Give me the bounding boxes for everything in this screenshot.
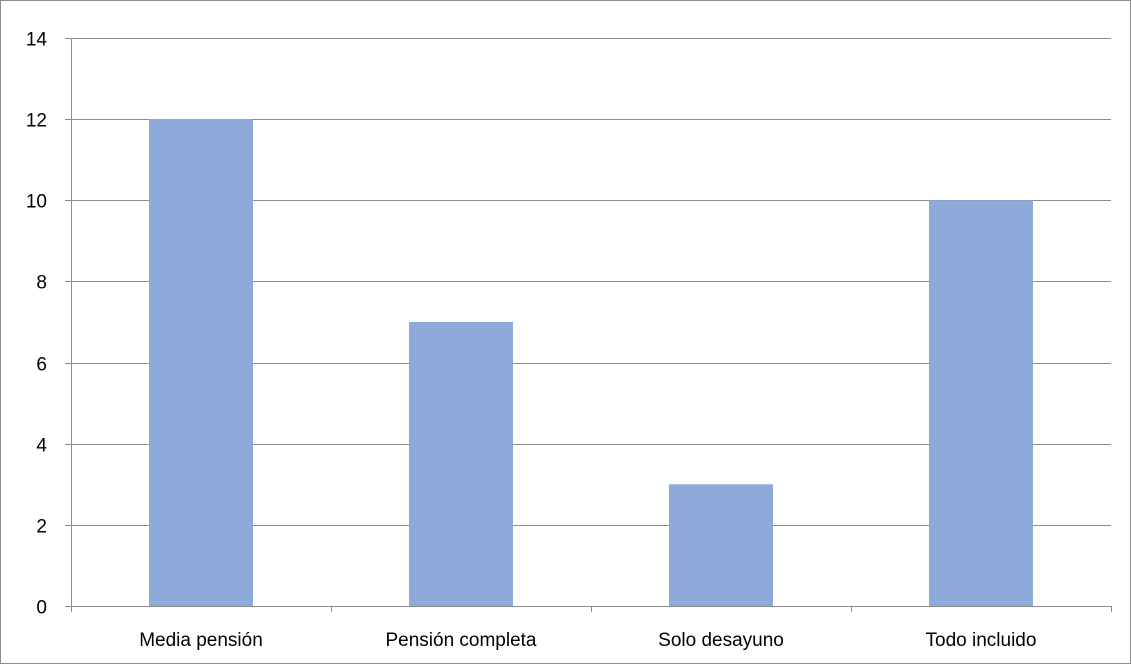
y-tick-label-2: 2 [36,517,47,538]
bar-1 [409,322,513,606]
bars [149,119,1033,607]
x-tick-label-3: Todo incluido [926,630,1037,651]
y-tick-label-12: 12 [26,111,47,132]
axes [65,38,1112,612]
y-tick-label-10: 10 [26,192,47,213]
bar-0 [149,119,253,607]
x-tick-label-0: Media pensión [139,630,263,651]
bar-3 [929,200,1033,607]
y-tick-label-0: 0 [36,598,47,619]
y-tick-label-6: 6 [36,355,47,376]
bar-2 [669,484,773,606]
x-tick-label-2: Solo desayuno [658,630,784,651]
y-tick-label-8: 8 [36,273,47,294]
x-tick-label-1: Pensión completa [385,630,536,651]
y-tick-label-4: 4 [36,436,47,457]
tick-labels: 0 2 4 6 8 10 12 14 Media pensión Pensión completa… [26,30,1037,652]
y-tick-label-14: 14 [26,30,48,51]
